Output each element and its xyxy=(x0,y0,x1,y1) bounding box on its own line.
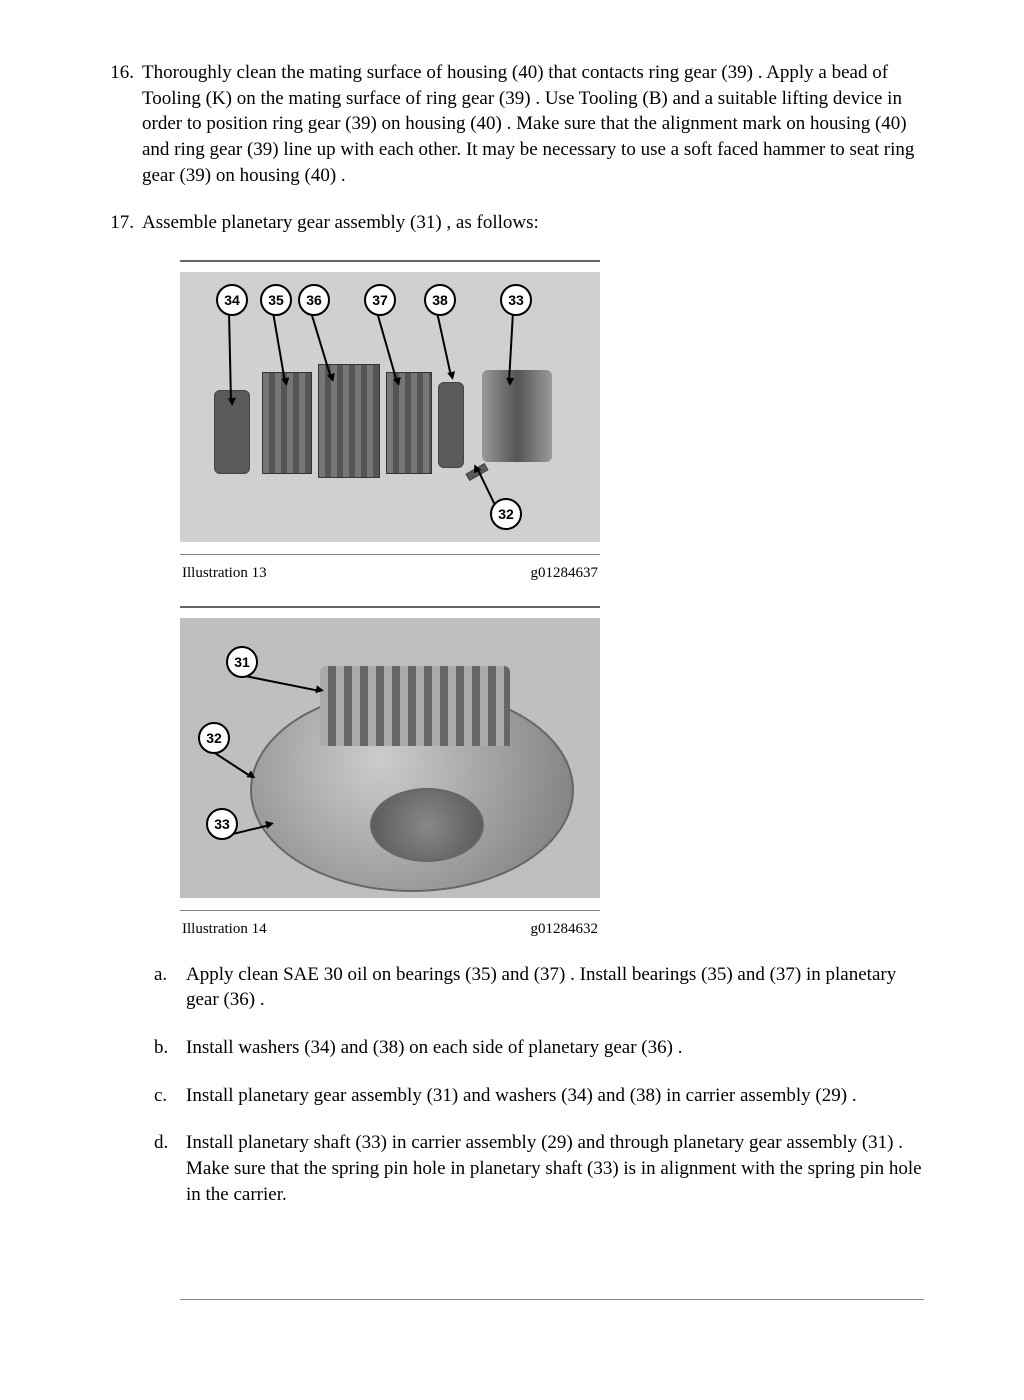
substep-text: Install planetary gear assembly (31) and… xyxy=(186,1083,924,1109)
callout-leader-line xyxy=(240,674,320,692)
substep-text: Install planetary shaft (33) in carrier … xyxy=(186,1130,924,1207)
shaft-33-shape xyxy=(482,370,552,462)
figure-caption-row: Illustration 13 g01284637 xyxy=(180,555,600,582)
substep-a: a. Apply clean SAE 30 oil on bearings (3… xyxy=(154,962,924,1013)
step-number: 16. xyxy=(100,60,142,188)
callout-bubble-31: 31 xyxy=(226,646,258,678)
callout-bubble-35: 35 xyxy=(260,284,292,316)
callout-arrowhead xyxy=(447,371,457,381)
callout-bubble-33: 33 xyxy=(500,284,532,316)
figure-top-rule xyxy=(180,606,600,608)
figure-image-illustration-14: 31 32 33 xyxy=(180,618,600,898)
bearing-37-shape xyxy=(386,372,432,474)
callout-bubble-36: 36 xyxy=(298,284,330,316)
callout-leader-line xyxy=(228,312,232,402)
callout-arrowhead xyxy=(265,819,275,829)
substep-letter: b. xyxy=(154,1035,186,1061)
substep-letter: c. xyxy=(154,1083,186,1109)
callout-arrowhead xyxy=(506,378,514,386)
bearing-35-shape xyxy=(262,372,312,474)
figure-caption-left: Illustration 14 xyxy=(182,921,267,938)
figure-caption-left: Illustration 13 xyxy=(182,565,267,582)
figure-caption-row: Illustration 14 g01284632 xyxy=(180,911,600,938)
callout-arrowhead xyxy=(228,398,236,406)
gear-36-shape xyxy=(318,364,380,478)
callout-bubble-33: 33 xyxy=(206,808,238,840)
callout-arrowhead xyxy=(315,685,324,694)
substep-text: Apply clean SAE 30 oil on bearings (35) … xyxy=(186,962,924,1013)
procedure-step-16: 16. Thoroughly clean the mating surface … xyxy=(100,60,924,188)
page-bottom-rule xyxy=(180,1299,924,1300)
substep-c: c. Install planetary gear assembly (31) … xyxy=(154,1083,924,1109)
washer-38-shape xyxy=(438,382,464,468)
substep-letter: a. xyxy=(154,962,186,1013)
callout-bubble-34: 34 xyxy=(216,284,248,316)
step-text: Thoroughly clean the mating surface of h… xyxy=(142,60,924,188)
figure-caption-right: g01284637 xyxy=(531,565,599,582)
callout-bubble-38: 38 xyxy=(424,284,456,316)
callout-leader-line xyxy=(211,750,252,778)
substep-letter: d. xyxy=(154,1130,186,1207)
figure-top-rule xyxy=(180,260,600,262)
substep-text: Install washers (34) and (38) on each si… xyxy=(186,1035,924,1061)
substep-b: b. Install washers (34) and (38) on each… xyxy=(154,1035,924,1061)
figure-caption-right: g01284632 xyxy=(531,921,599,938)
sub-procedure-list: a. Apply clean SAE 30 oil on bearings (3… xyxy=(154,962,924,1207)
center-bore-shape xyxy=(370,788,484,862)
procedure-step-17: 17. Assemble planetary gear assembly (31… xyxy=(100,210,924,236)
callout-arrowhead xyxy=(281,377,290,386)
callout-bubble-37: 37 xyxy=(364,284,396,316)
numbered-procedure-list: 16. Thoroughly clean the mating surface … xyxy=(100,60,924,236)
step-number: 17. xyxy=(100,210,142,236)
planetary-gear-shape xyxy=(320,666,510,746)
figure-illustration-13: 34 3536 37 38 33 32 Illustration 13 g01284637 xyxy=(180,260,600,582)
figure-illustration-14: 31 32 33 Illustration 14 g01284632 xyxy=(180,606,600,938)
figure-image-illustration-13: 34 3536 37 38 33 32 xyxy=(180,272,600,542)
callout-bubble-32: 32 xyxy=(198,722,230,754)
step-text: Assemble planetary gear assembly (31) , … xyxy=(142,210,924,236)
substep-d: d. Install planetary shaft (33) in carri… xyxy=(154,1130,924,1207)
callout-bubble-32: 32 xyxy=(490,498,522,530)
callout-leader-line xyxy=(436,312,452,376)
